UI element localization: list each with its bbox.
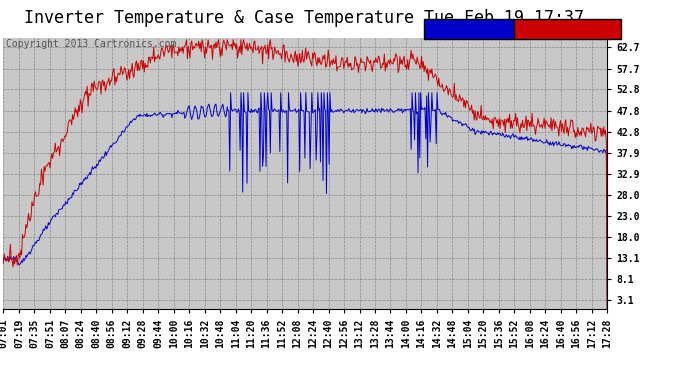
Text: Inver ter  (°C): Inver ter (°C) <box>524 24 611 34</box>
Text: Case  (°C): Case (°C) <box>440 24 499 34</box>
Text: Copyright 2013 Cartronics.com: Copyright 2013 Cartronics.com <box>6 39 176 50</box>
Text: Inverter Temperature & Case Temperature Tue Feb 19 17:37: Inverter Temperature & Case Temperature … <box>23 9 584 27</box>
